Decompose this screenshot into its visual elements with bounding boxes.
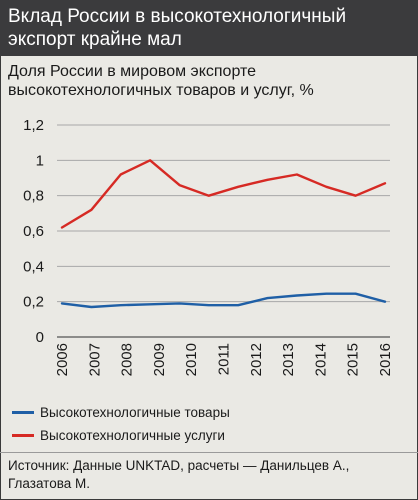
legend-label-services: Высокотехнологичные услуги (40, 428, 225, 443)
legend-item-goods: Высокотехнологичные товары (12, 401, 412, 424)
legend: Высокотехнологичные товары Высокотехноло… (12, 401, 412, 447)
source-note: Источник: Данные UNKTAD, расчеты — Данил… (8, 458, 350, 491)
x-tick-label: 2009 (151, 343, 168, 376)
x-tick-label: 2013 (280, 343, 297, 376)
x-tick-label: 2007 (86, 343, 103, 376)
x-tick-label: 2015 (345, 343, 362, 376)
chart-subtitle: Доля России в мировом экспорте высокотех… (8, 63, 314, 99)
y-tick-label: 0,8 (23, 188, 44, 205)
x-tick-label: 2011 (216, 343, 233, 375)
y-tick-label: 0,4 (23, 258, 44, 275)
x-tick-label: 2012 (248, 343, 265, 376)
x-tick-label: 2014 (312, 343, 329, 376)
legend-swatch-goods (12, 411, 34, 414)
y-tick-label: 0,6 (23, 223, 44, 240)
separator-line (0, 452, 418, 453)
x-tick-label: 2006 (54, 343, 71, 376)
x-tick-label: 2016 (377, 343, 394, 376)
y-tick-label: 1,2 (23, 117, 44, 134)
y-tick-label: 0 (36, 329, 44, 346)
x-tick-label: 2008 (119, 343, 136, 376)
y-tick-label: 1 (36, 152, 44, 169)
chart-headline: Вклад России в высокотехнологичный экспо… (8, 6, 347, 50)
header-bar: Вклад России в высокотехнологичный экспо… (0, 0, 418, 56)
legend-swatch-services (12, 434, 34, 437)
series-line-goods (60, 292, 387, 309)
series-line-services (60, 159, 387, 229)
x-tick-label: 2010 (183, 343, 200, 376)
y-tick-label: 0,2 (23, 294, 44, 311)
line-chart: 0 0,2 0,4 0,6 0,8 1 1,2 2006 2007 2008 2009 2010 201… (23, 117, 394, 376)
legend-item-services: Высокотехнологичные услуги (12, 424, 412, 447)
legend-label-goods: Высокотехнологичные товары (40, 405, 230, 420)
